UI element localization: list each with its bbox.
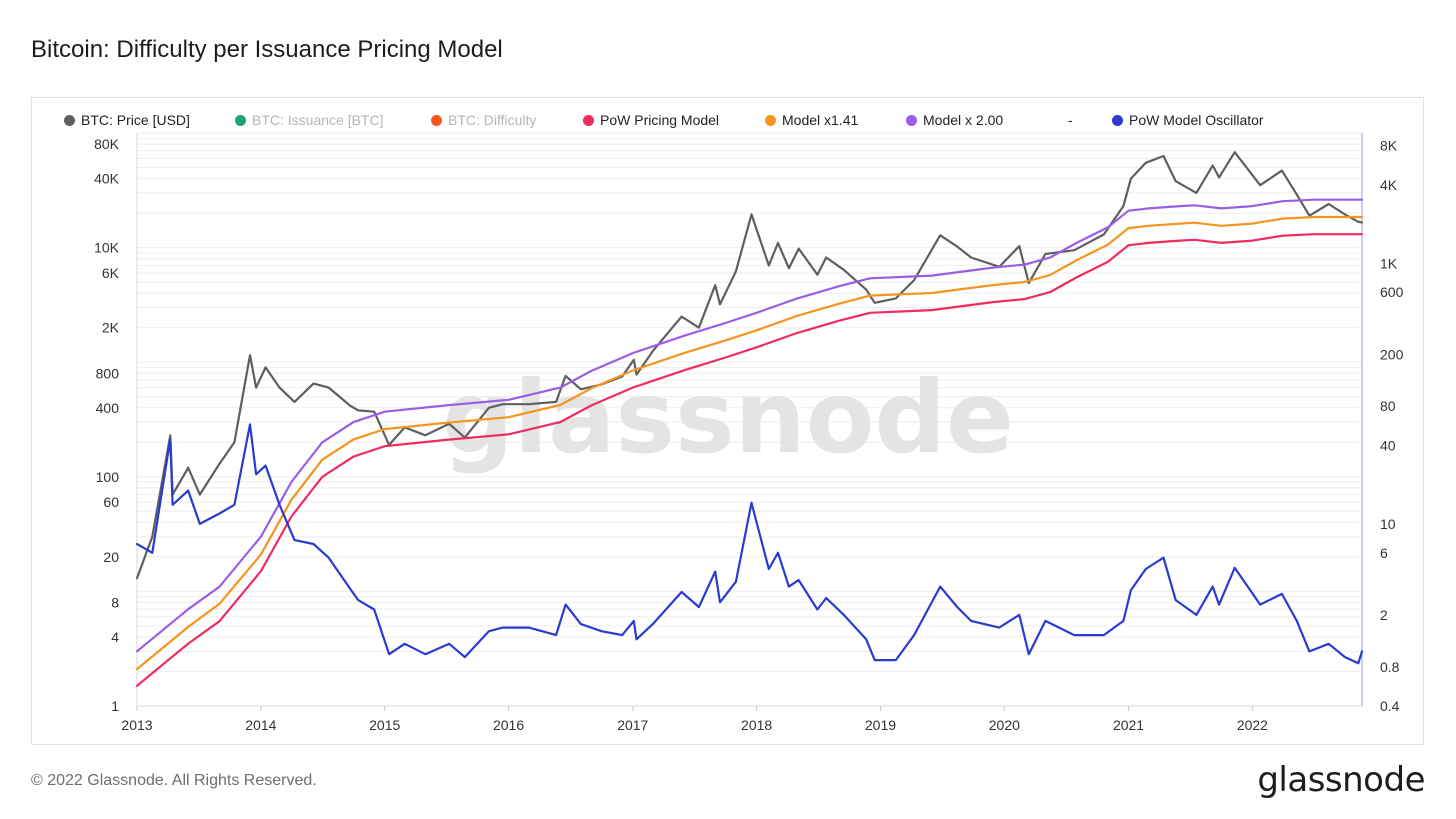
y-right-tick-label: 6 bbox=[1380, 545, 1388, 561]
y-right-tick-label: 10 bbox=[1380, 516, 1396, 532]
y-right-tick-label: 0.4 bbox=[1380, 698, 1400, 714]
y-left-tick-label: 40K bbox=[94, 171, 120, 187]
legend-label: PoW Pricing Model bbox=[600, 112, 720, 128]
legend-label: Model x1.41 bbox=[782, 112, 859, 128]
legend-item-btc-price[interactable]: BTC: Price [USD] bbox=[64, 111, 190, 129]
series-line-pow-pricing-model bbox=[135, 233, 1364, 687]
legend-swatch bbox=[431, 115, 442, 126]
legend-swatch bbox=[765, 115, 776, 126]
y-left-tick-label: 4 bbox=[111, 629, 119, 645]
footer-logo: glassnode bbox=[1257, 760, 1425, 800]
legend-swatch bbox=[583, 115, 594, 126]
y-right-tick-label: 40 bbox=[1380, 437, 1396, 453]
legend-swatch bbox=[64, 115, 75, 126]
y-left-tick-label: 6K bbox=[102, 265, 120, 281]
y-left-tick-label: 20 bbox=[103, 549, 119, 565]
series-line-pow-model-oscillator bbox=[135, 423, 1364, 665]
y-right-tick-label: 1K bbox=[1380, 255, 1398, 271]
series-line-btc-price-usd bbox=[135, 151, 1364, 580]
x-tick-label: 2015 bbox=[369, 717, 400, 733]
legend-label: BTC: Price [USD] bbox=[81, 112, 190, 128]
x-tick-label: 2021 bbox=[1113, 717, 1144, 733]
y-left-tick-label: 80K bbox=[94, 136, 120, 152]
y-left-tick-label: 10K bbox=[94, 240, 120, 256]
legend-label: Model x 2.00 bbox=[923, 112, 1004, 128]
legend-item-pow-pricing-model[interactable]: PoW Pricing Model bbox=[583, 111, 719, 129]
watermark: glassnode bbox=[442, 359, 1014, 476]
axes bbox=[136, 133, 1363, 711]
y-left-tick-label: 1 bbox=[111, 698, 119, 714]
tick-labels: 1 4 8 20 60 100 400 800 2K 6K 10K 40K 80K 0.4 0.8 2 6 10 4… bbox=[94, 136, 1403, 733]
legend-label: BTC: Issuance [BTC] bbox=[252, 112, 384, 128]
legend-label: BTC: Difficulty bbox=[448, 112, 537, 128]
y-left-tick-label: 800 bbox=[96, 365, 120, 381]
x-tick-label: 2022 bbox=[1237, 717, 1268, 733]
y-left-tick-label: 8 bbox=[111, 595, 119, 611]
legend-swatch bbox=[1112, 115, 1123, 126]
page-title: Bitcoin: Difficulty per Issuance Pricing… bbox=[31, 36, 503, 63]
y-right-tick-label: 80 bbox=[1380, 398, 1396, 414]
legend-item-pow-model-oscillator[interactable]: PoW Model Oscillator bbox=[1112, 111, 1264, 129]
y-left-tick-label: 2K bbox=[102, 320, 120, 336]
y-left-tick-label: 60 bbox=[103, 494, 119, 510]
x-tick-label: 2020 bbox=[989, 717, 1020, 733]
series-line-model-x1-41 bbox=[135, 215, 1364, 671]
x-tick-label: 2016 bbox=[493, 717, 524, 733]
y-right-tick-label: 0.8 bbox=[1380, 659, 1400, 675]
legend-item-model-x141[interactable]: Model x1.41 bbox=[765, 111, 858, 129]
x-tick-label: 2013 bbox=[121, 717, 152, 733]
x-tick-label: 2017 bbox=[617, 717, 648, 733]
legend-item-model-x200[interactable]: Model x 2.00 bbox=[906, 111, 1003, 129]
series-line-model-x-2-00 bbox=[135, 198, 1364, 653]
series-lines bbox=[135, 151, 1364, 687]
y-right-tick-label: 4K bbox=[1380, 177, 1398, 193]
y-right-tick-label: 2 bbox=[1380, 607, 1388, 623]
y-right-tick-label: 200 bbox=[1380, 346, 1404, 362]
y-right-tick-label: 600 bbox=[1380, 284, 1404, 300]
legend-swatch bbox=[235, 115, 246, 126]
legend-label: PoW Model Oscillator bbox=[1129, 112, 1264, 128]
x-tick-label: 2018 bbox=[741, 717, 772, 733]
y-right-tick-label: 8K bbox=[1380, 138, 1398, 154]
footer-copyright: © 2022 Glassnode. All Rights Reserved. bbox=[31, 772, 317, 789]
x-tick-label: 2019 bbox=[865, 717, 896, 733]
grid-lines bbox=[137, 132, 1362, 707]
y-left-tick-label: 100 bbox=[96, 469, 120, 485]
legend-item-btc-difficulty[interactable]: BTC: Difficulty bbox=[431, 111, 536, 129]
legend-item-dash[interactable]: - bbox=[1068, 111, 1073, 129]
legend-label: - bbox=[1068, 112, 1073, 128]
legend-swatch bbox=[906, 115, 917, 126]
legend-item-btc-issuance[interactable]: BTC: Issuance [BTC] bbox=[235, 111, 383, 129]
y-left-tick-label: 400 bbox=[96, 400, 120, 416]
x-tick-label: 2014 bbox=[245, 717, 276, 733]
